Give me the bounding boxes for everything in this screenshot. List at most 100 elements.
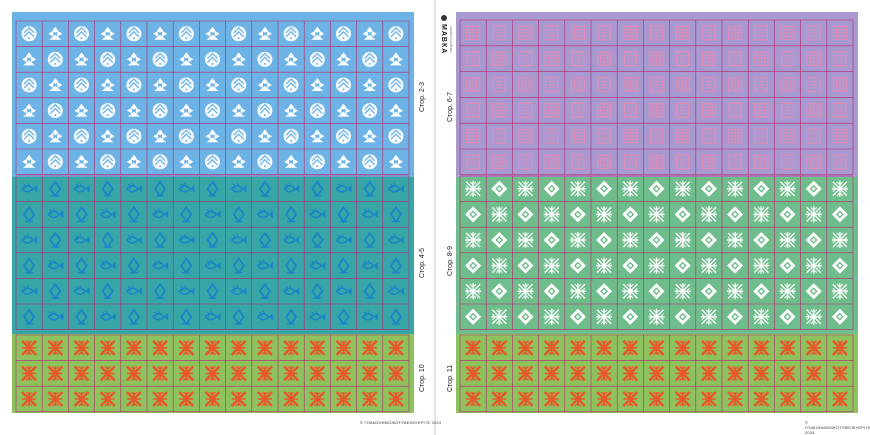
star-cross-right-sticker [621, 365, 639, 382]
rhombus-snowflake-sticker [490, 256, 508, 275]
star-cross-right-sticker [490, 339, 508, 357]
star-cross-right-sticker [674, 390, 692, 408]
star-cross-left-sticker [73, 390, 90, 408]
logo-subtext: УКРАЇНА НАЛІПКИ [449, 26, 453, 53]
rhombus-snowflake-sticker [700, 205, 718, 224]
sun-tree-sticker [47, 102, 64, 119]
star-cross-right-sticker [674, 365, 692, 382]
star-cross-left-sticker [99, 365, 116, 382]
star-cross-left-sticker [361, 339, 379, 357]
sun-tree-sticker [73, 25, 90, 42]
right-band-lavender [456, 12, 858, 177]
sun-tree-sticker [256, 102, 274, 119]
star-cross-right-sticker [674, 339, 692, 357]
star-cross-right-sticker [543, 339, 561, 357]
star-cross-left-sticker [125, 339, 143, 357]
rhombus-snowflake-sticker [700, 308, 718, 326]
star-cross-left-sticker [178, 390, 195, 408]
right-label-section-3: Стор. 11 [447, 364, 454, 392]
star-cross-left-sticker [178, 339, 195, 357]
rhombus-snowflake-sticker [464, 231, 482, 249]
star-cross-left-sticker [125, 365, 143, 382]
sun-tree-sticker [99, 153, 116, 170]
left-copyright: © ГОАКОНИМОЖОТУВЕЛКУЕРІТЕ 2024 [360, 420, 442, 425]
star-cross-left-sticker [20, 365, 38, 382]
star-cross-left-sticker [308, 339, 326, 357]
sun-tree-sticker [387, 76, 405, 94]
star-cross-right-sticker [464, 390, 482, 408]
star-cross-left-sticker [125, 390, 143, 408]
left-band-teal [12, 177, 414, 334]
sun-tree-sticker [335, 76, 352, 94]
left-label-section-2: Стор. 4-5 [419, 248, 426, 278]
star-cross-right-sticker [700, 365, 718, 382]
star-cross-right-sticker [464, 365, 482, 382]
rhombus-snowflake-sticker [516, 282, 535, 300]
rhombus-snowflake-sticker [647, 308, 666, 326]
star-cross-left-sticker [230, 339, 247, 357]
rhombus-snowflake-sticker [516, 180, 535, 198]
star-cross-right-sticker [490, 390, 508, 408]
sun-tree-sticker [361, 153, 378, 170]
star-cross-left-sticker [256, 365, 274, 382]
star-cross-right-sticker [543, 390, 561, 408]
star-cross-right-sticker [831, 339, 849, 357]
brand-logo: МАВКА УКРАЇНА НАЛІПКИ [439, 14, 453, 74]
rhombus-snowflake-sticker [490, 205, 508, 224]
rhombus-snowflake-sticker [805, 205, 823, 224]
star-cross-right-sticker [490, 365, 508, 382]
star-cross-left-sticker [230, 390, 247, 408]
star-cross-right-sticker [595, 365, 613, 382]
star-cross-left-sticker [282, 390, 300, 408]
star-cross-right-sticker [569, 339, 587, 357]
sun-tree-sticker [204, 153, 221, 170]
star-cross-right-sticker [779, 390, 796, 408]
sun-tree-sticker [230, 25, 247, 42]
rhombus-snowflake-sticker [674, 282, 692, 300]
rhombus-snowflake-sticker [831, 282, 849, 300]
sun-tree-sticker [99, 51, 116, 68]
sun-tree-sticker [47, 51, 64, 68]
right-copyright: © ГОАКОНИМОЖОТУВЕЛКУЕРІТЕ 2024 [805, 420, 870, 435]
right-label-section-2: Стор. 8-9 [447, 246, 454, 276]
star-cross-left-sticker [256, 390, 274, 408]
star-cross-left-sticker [20, 339, 38, 357]
rhombus-snowflake-sticker [831, 231, 849, 249]
sun-tree-sticker [309, 51, 326, 68]
sun-tree-sticker [125, 25, 143, 42]
sun-tree-sticker [282, 25, 300, 42]
star-cross-left-sticker [151, 390, 169, 408]
star-cross-right-sticker [621, 339, 639, 357]
star-cross-right-sticker [805, 365, 823, 382]
star-cross-right-sticker [831, 365, 849, 382]
star-cross-right-sticker [595, 390, 613, 408]
sun-tree-sticker [335, 25, 352, 42]
star-cross-left-sticker [256, 339, 274, 357]
rhombus-snowflake-sticker [778, 180, 797, 198]
sun-tree-sticker [256, 153, 274, 170]
rhombus-snowflake-sticker [595, 256, 613, 275]
star-cross-right-sticker [569, 365, 587, 382]
sun-tree-sticker [204, 51, 221, 68]
rhombus-snowflake-sticker [543, 205, 561, 224]
star-cross-left-sticker [20, 390, 38, 408]
star-cross-right-sticker [517, 339, 534, 357]
sun-tree-sticker [151, 51, 169, 68]
sun-tree-sticker [230, 128, 247, 145]
star-cross-right-sticker [543, 365, 561, 382]
star-cross-right-sticker [752, 390, 770, 408]
star-cross-right-sticker [805, 339, 823, 357]
sun-tree-sticker [99, 102, 116, 119]
star-cross-right-sticker [648, 365, 665, 382]
sun-tree-sticker [178, 128, 195, 145]
rhombus-snowflake-sticker [543, 256, 561, 275]
right-label-section-1: Стор. 6-7 [447, 92, 454, 122]
sun-tree-sticker [178, 76, 195, 94]
star-cross-right-sticker [805, 390, 823, 408]
sun-tree-sticker [151, 153, 169, 170]
sun-tree-sticker [20, 25, 38, 42]
rhombus-snowflake-sticker [778, 231, 797, 249]
star-cross-right-sticker [595, 339, 613, 357]
star-cross-left-sticker [387, 365, 405, 382]
